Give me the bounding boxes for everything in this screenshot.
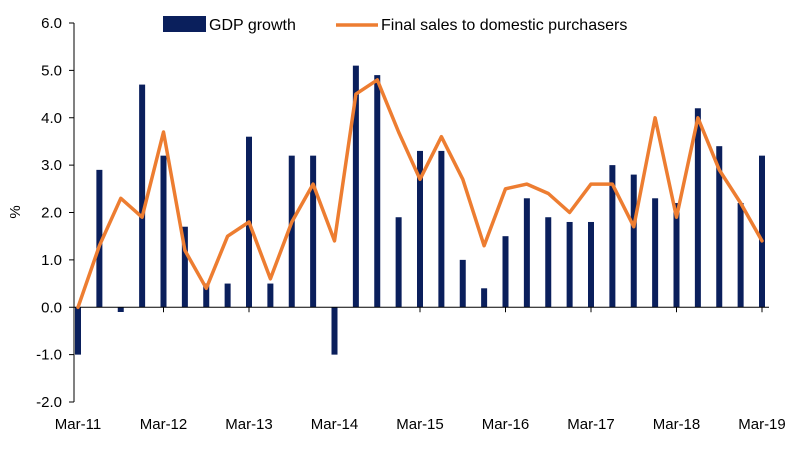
x-axis-ticks: Mar-11 Mar-12 Mar-13 Mar-14 Mar-15 Mar-16 Mar-… [55,307,786,433]
gdp-bar [224,283,231,308]
y-tick-label: 3.0 [41,157,62,174]
x-tick-label: Mar-18 [653,416,701,433]
y-tick-label: 0.0 [41,299,62,316]
y-axis-title: % [7,205,24,218]
gdp-bar [673,203,680,308]
gdp-bar [374,75,381,308]
x-tick-label: Mar-16 [482,416,530,433]
y-tick-label: 2.0 [41,205,62,222]
x-tick-label: Mar-14 [311,416,359,433]
gdp-bar [481,288,488,308]
gdp-bar [588,221,594,308]
legend-label-domestic-sales: Final sales to domestic purchasers [381,17,627,34]
gdp-bar [737,203,744,308]
gdp-bar [716,146,723,308]
gdp-bar [181,226,188,308]
y-tick-label: 4.0 [41,110,62,127]
gdp-bar [395,217,402,308]
gdp-bars [75,65,765,355]
y-axis-ticks: -2.0 -1.0 0.0 1.0 2.0 3.0 4.0 5.0 6.0 [36,15,74,411]
gdp-bar [160,155,167,308]
y-tick-label: -2.0 [36,394,62,411]
gdp-bar [267,283,274,308]
gdp-bar [310,155,317,308]
gdp-bar [652,198,659,308]
gdp-bar [523,198,530,308]
gdp-bar [352,65,359,308]
gdp-bar [438,150,445,308]
y-tick-label: 5.0 [41,62,62,79]
x-tick-label: Mar-12 [140,416,188,433]
x-tick-label: Mar-13 [225,416,273,433]
gdp-bar [759,155,765,308]
gdp-bar [545,217,552,308]
gdp-bar [75,307,81,355]
legend-label-gdp: GDP growth [209,17,296,34]
domestic-sales-line [76,78,764,310]
x-tick-label: Mar-19 [738,416,786,433]
x-tick-label: Mar-17 [567,416,615,433]
gdp-bar [139,84,146,308]
gdp-bar [96,169,103,308]
gdp-bar [203,283,210,308]
gdp-bar [694,108,701,308]
y-tick-label: 6.0 [41,15,62,32]
gdp-bar [609,165,616,308]
y-tick-label: -1.0 [36,347,62,364]
y-tick-label: 1.0 [41,252,62,269]
gdp-bar [288,155,295,308]
gdp-bar [417,150,423,308]
gdp-bar [459,259,466,308]
x-tick-label: Mar-15 [396,416,444,433]
gdp-bar [630,174,637,308]
legend: GDP growth Final sales to domestic purch… [163,16,627,34]
gdp-bar [117,307,124,312]
gdp-bar [502,236,509,308]
legend-swatch-gdp [163,16,206,32]
gdp-bar [566,221,573,308]
x-tick-label: Mar-11 [55,416,101,433]
domestic-sales-line-group [76,78,764,310]
gdp-bar [331,307,338,355]
